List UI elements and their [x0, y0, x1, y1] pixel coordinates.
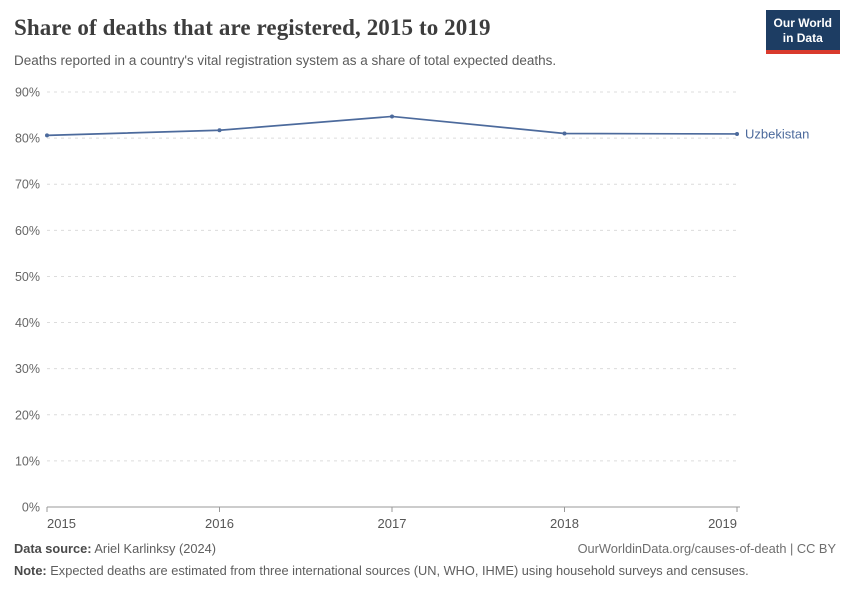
- attribution-link[interactable]: OurWorldinData.org/causes-of-death | CC …: [577, 541, 836, 556]
- x-axis-tick-label: 2019: [708, 516, 737, 531]
- owid-logo-line2: in Data: [782, 30, 823, 45]
- series-line-uzbekistan[interactable]: [46, 115, 738, 137]
- y-axis-tick-label: 0%: [22, 501, 40, 515]
- x-axis-tick-label: 2016: [205, 516, 234, 531]
- data-source-label: Data source:: [14, 541, 92, 556]
- owid-logo[interactable]: Our World in Data: [765, 10, 840, 55]
- note-value: Expected deaths are estimated from three…: [50, 563, 749, 578]
- y-axis-tick-label: 30%: [15, 362, 40, 376]
- data-source-value: Ariel Karlinksy (2024): [94, 541, 217, 556]
- y-axis-tick-label: 40%: [15, 316, 40, 330]
- chart-footer: Data source: Ariel Karlinksy (2024) OurW…: [14, 541, 836, 578]
- y-axis-tick-label: 60%: [15, 224, 40, 238]
- y-axis-tick-label: 80%: [15, 132, 40, 146]
- data-point[interactable]: [217, 128, 222, 133]
- data-point[interactable]: [562, 131, 567, 136]
- y-axis-tick-label: 50%: [15, 270, 40, 284]
- series-label-uzbekistan[interactable]: Uzbekistan: [745, 126, 809, 141]
- page-title: Share of deaths that are registered, 201…: [14, 15, 491, 40]
- y-axis-tick-label: 70%: [15, 178, 40, 192]
- x-axis-tick-label: 2015: [47, 516, 76, 531]
- note-label: Note:: [14, 563, 47, 578]
- y-axis-tick-label: 10%: [15, 454, 40, 468]
- data-point[interactable]: [45, 133, 49, 138]
- chart-subtitle: Deaths reported in a country's vital reg…: [14, 53, 557, 68]
- x-axis-tick-label: 2017: [378, 516, 407, 531]
- data-point[interactable]: [735, 131, 739, 136]
- data-point[interactable]: [390, 114, 394, 119]
- x-axis-tick-label: 2018: [550, 516, 579, 531]
- owid-logo-line1: Our World: [773, 16, 832, 30]
- data-source-line: Data source: Ariel Karlinksy (2024): [14, 541, 216, 556]
- y-axis-tick-label: 20%: [15, 408, 40, 422]
- y-axis-tick-label: 90%: [15, 86, 40, 100]
